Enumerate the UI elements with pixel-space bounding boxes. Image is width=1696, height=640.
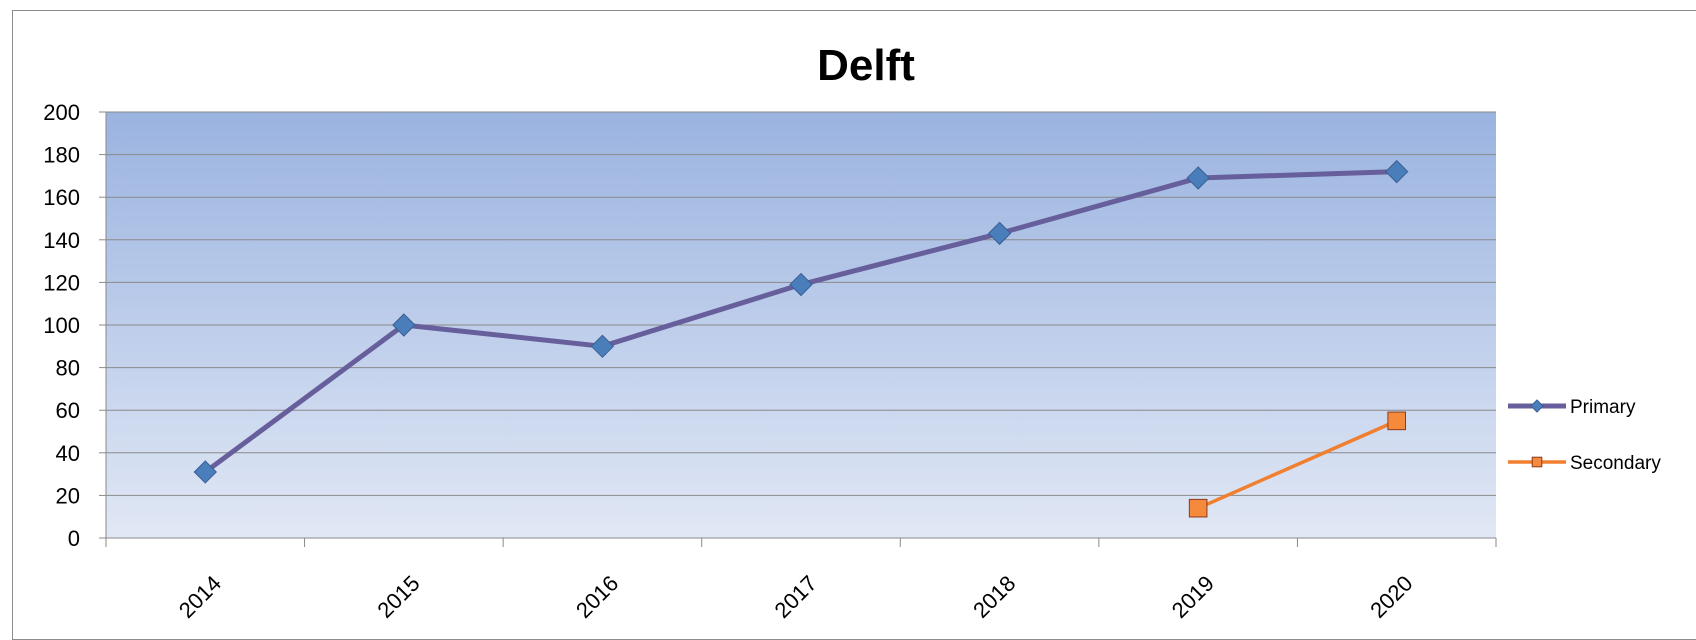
data-point-marker: [789, 272, 813, 297]
data-point-marker: [1188, 498, 1208, 518]
y-tick-label: 60: [56, 398, 80, 423]
chart-title: Delft: [817, 41, 915, 90]
data-point-marker: [987, 221, 1012, 246]
data-point-marker: [1385, 159, 1409, 184]
y-tick-label: 140: [43, 228, 80, 253]
data-point-marker: [1531, 456, 1543, 468]
legend-item-primary: Primary: [1508, 397, 1636, 418]
legend-label: Secondary: [1570, 453, 1661, 474]
series-line: [1197, 419, 1398, 510]
data-point-marker: [590, 334, 615, 359]
data-point-marker: [1186, 166, 1210, 190]
legend-item-secondary: Secondary: [1508, 453, 1661, 474]
x-tick-label: 2017: [770, 571, 822, 623]
y-tick-label: 180: [43, 143, 80, 168]
y-tick-label: 160: [43, 185, 80, 210]
y-tick-label: 40: [56, 441, 80, 466]
x-tick-label: 2016: [571, 571, 623, 623]
data-point-marker: [1387, 411, 1407, 431]
x-tick-label: 2020: [1365, 571, 1417, 623]
legend: Primary Secondary: [1508, 397, 1661, 474]
legend-label: Primary: [1570, 397, 1636, 418]
x-tick-label: 2014: [174, 571, 226, 623]
y-tick-label: 20: [56, 483, 80, 508]
x-tick-label: 2015: [372, 571, 424, 623]
y-tick-label: 0: [68, 526, 80, 551]
x-tick-label: 2019: [1167, 571, 1219, 623]
data-point-marker: [392, 313, 416, 337]
data-point-marker: [193, 460, 217, 484]
data-point-marker: [1530, 399, 1544, 413]
series-layer: [193, 159, 1409, 518]
y-tick-label: 80: [56, 356, 80, 381]
x-tick-label: 2018: [968, 571, 1020, 623]
series-secondary: [1188, 411, 1407, 518]
y-tick-label: 100: [43, 313, 80, 338]
y-tick-label: 200: [43, 100, 80, 125]
y-tick-label: 120: [43, 270, 80, 295]
series-primary: [193, 159, 1409, 484]
